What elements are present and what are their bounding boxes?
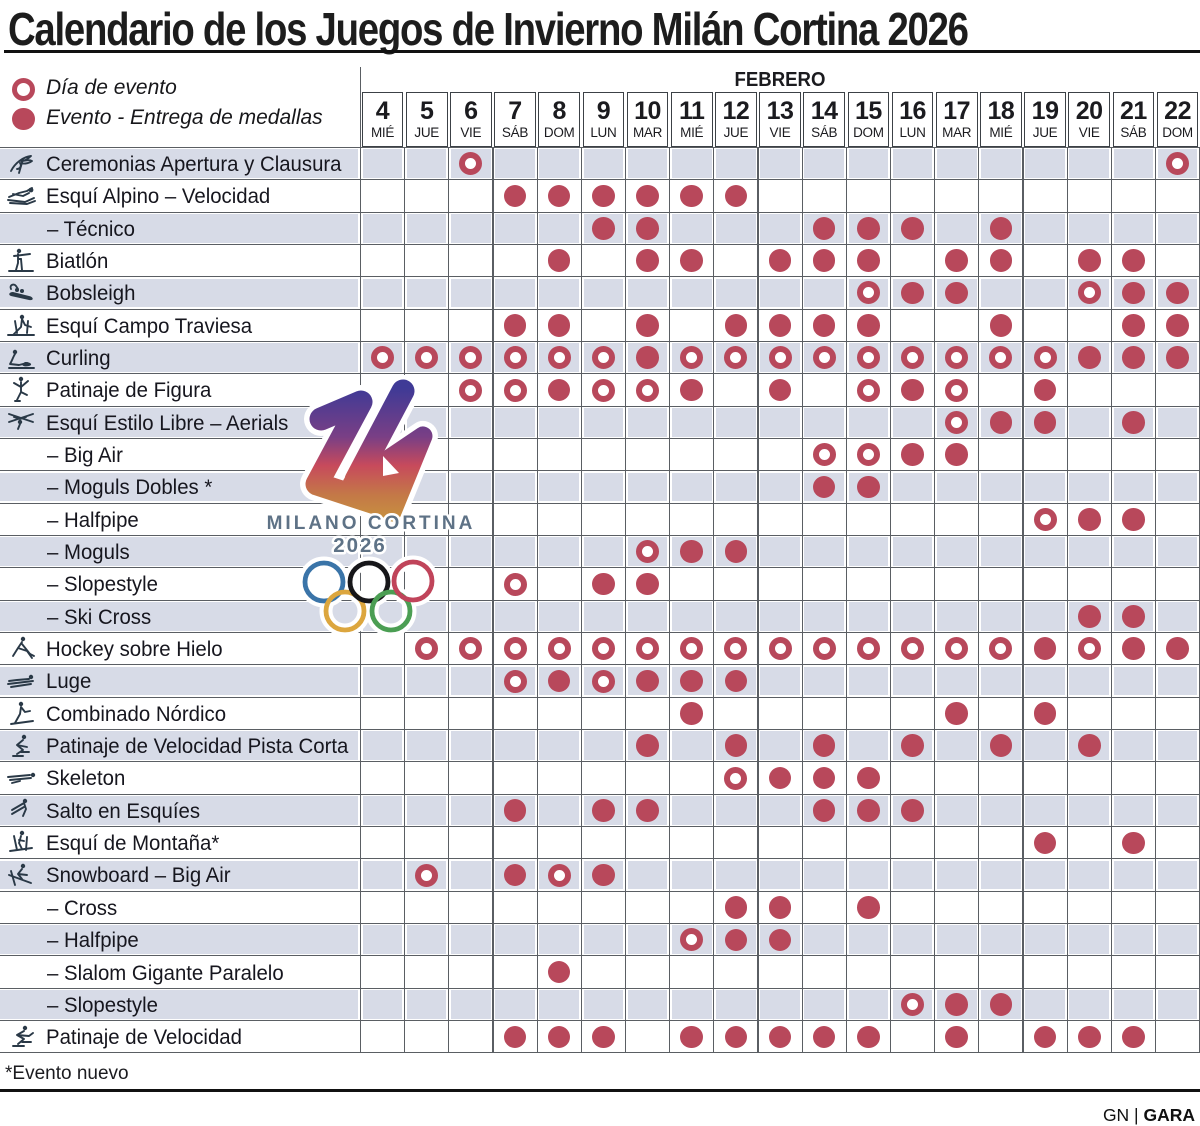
svg-text:2026: 2026 [333,534,387,557]
svg-text:MILANO CORTINA: MILANO CORTINA [267,513,476,534]
